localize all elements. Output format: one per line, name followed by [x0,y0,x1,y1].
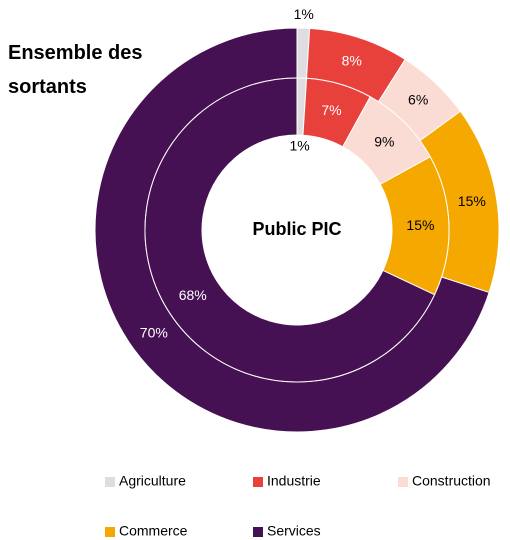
data-label: 1% [289,138,309,154]
data-label: 9% [374,133,394,149]
legend-label: Commerce [119,523,188,539]
legend-label: Agriculture [119,473,186,489]
data-label: 8% [342,52,362,68]
legend-swatch [253,527,263,537]
donut-segment [144,77,436,383]
data-label: 1% [294,6,314,22]
legend-label: Services [267,523,321,539]
data-label: 68% [179,287,207,303]
legend-swatch [253,477,263,487]
data-label: 70% [140,325,168,341]
data-label: 15% [406,217,434,233]
data-label: 15% [458,193,486,209]
legend-swatch [105,477,115,487]
outer-ring-name: Ensemble des sortants [8,42,143,98]
legend-label: Industrie [267,473,321,489]
data-label: 6% [408,92,428,108]
legend-swatch [398,477,408,487]
legend-label: Construction [412,473,491,489]
inner-ring-name: Public PIC [252,219,341,239]
legend-swatch [105,527,115,537]
data-label: 7% [321,102,341,118]
